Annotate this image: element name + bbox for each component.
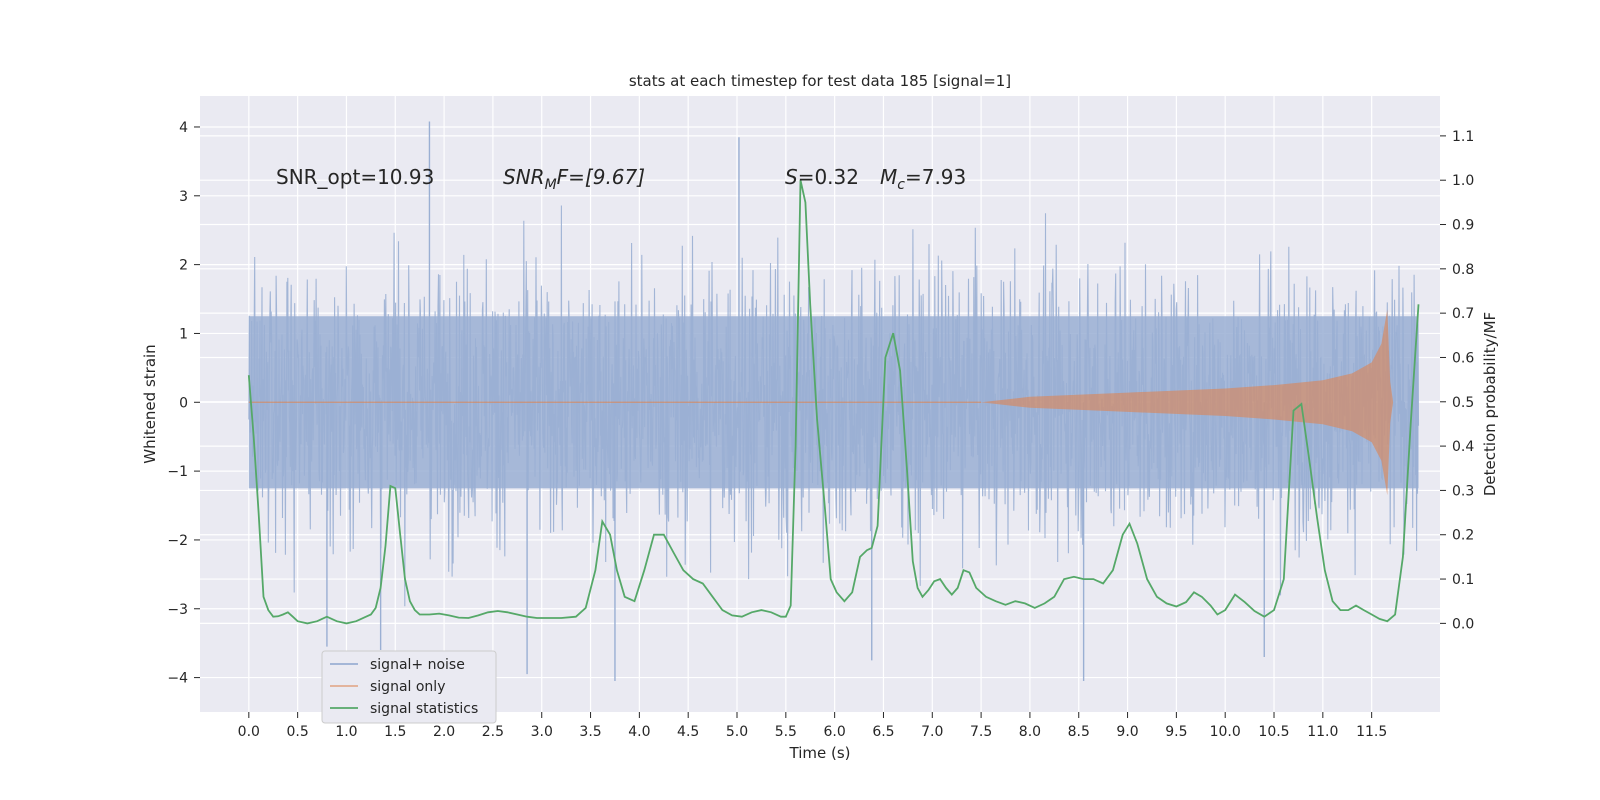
y-left-tick-label: −1: [167, 464, 188, 480]
y-axis-title-right: Detection probability/MF: [1481, 312, 1499, 496]
x-tick-label: 1.0: [335, 724, 357, 740]
x-tick-label: 6.0: [824, 724, 846, 740]
y-left-tick-label: −3: [167, 602, 188, 618]
y-right-tick-label: 0.6: [1452, 350, 1474, 366]
annotation-mc: Mc=7.93: [880, 165, 966, 193]
annotation-s: S=0.32: [785, 165, 859, 189]
y-right-tick-label: 0.1: [1452, 572, 1474, 588]
snr-mf-sub: M: [545, 177, 557, 193]
y-right-tick-label: 0.9: [1452, 218, 1474, 234]
statistics-series: [247, 180, 1420, 625]
statistics-line: [247, 180, 1420, 625]
x-tick-label: 8.0: [1019, 724, 1041, 740]
y-right-tick-label: 0.8: [1452, 262, 1474, 278]
y-right-tick-label: 0.5: [1452, 395, 1474, 411]
x-tick-label: 11.0: [1307, 724, 1338, 740]
x-tick-label: 6.5: [872, 724, 894, 740]
y-left-tick-label: 3: [179, 189, 188, 205]
legend-label-signal: signal only: [370, 679, 445, 695]
x-tick-label: 10.5: [1258, 724, 1289, 740]
x-tick-label: 9.5: [1165, 724, 1187, 740]
snr-mf-f: F=[9.67]: [557, 165, 645, 189]
x-tick-label: 5.5: [775, 724, 797, 740]
y-left-tick-label: −4: [167, 671, 188, 687]
y-right-tick-label: 0.0: [1452, 616, 1474, 632]
y-axis-title-left: Whitened strain: [141, 344, 159, 463]
x-tick-label: 10.0: [1210, 724, 1241, 740]
s-value: =0.32: [798, 165, 859, 189]
x-axis-title: Time (s): [789, 744, 851, 762]
x-tick-label: 3.5: [579, 724, 601, 740]
x-tick-label: 9.0: [1116, 724, 1138, 740]
legend-label-noise: signal+ noise: [370, 657, 465, 673]
x-tick-label: 11.5: [1356, 724, 1387, 740]
axes: 0.0 0.5 1.0 1.5 2.0 2.5 3.0 3.5 4.0 4.5 5.0 5.5 6.0 6…: [167, 120, 1474, 740]
mc-value: =7.93: [905, 165, 966, 189]
y-right-tick-label: 0.4: [1452, 439, 1474, 455]
y-left-tick-label: 4: [179, 120, 188, 136]
y-left-tick-label: 2: [179, 258, 188, 274]
y-right-tick-label: 1.1: [1452, 129, 1474, 145]
y-right-tick-label: 0.3: [1452, 483, 1474, 499]
legend-box: [321, 650, 497, 724]
y-right-tick-label: 0.7: [1452, 306, 1474, 322]
mc-sub: c: [897, 177, 905, 193]
chirp-envelope: [981, 309, 1394, 496]
x-tick-label: 0.0: [238, 724, 260, 740]
annotation-snr-opt: SNR_opt=10.93: [276, 165, 434, 189]
x-tick-label: 4.0: [628, 724, 650, 740]
x-tick-label: 2.0: [433, 724, 455, 740]
x-tick-label: 7.0: [921, 724, 943, 740]
s-label: S: [785, 165, 798, 189]
x-tick-label: 1.5: [384, 724, 406, 740]
legend-label-stats: signal statistics: [370, 701, 478, 717]
y-right-tick-label: 0.2: [1452, 528, 1474, 544]
y-left-tick-label: 0: [179, 395, 188, 411]
y-left-tick-label: 1: [179, 326, 188, 342]
x-tick-label: 3.0: [531, 724, 553, 740]
x-tick-label: 8.5: [1068, 724, 1090, 740]
chart-title: stats at each timestep for test data 185…: [629, 72, 1011, 90]
x-tick-label: 0.5: [287, 724, 309, 740]
x-tick-label: 7.5: [970, 724, 992, 740]
chirp-series: [248, 309, 1394, 496]
x-tick-label: 2.5: [482, 724, 504, 740]
mc-label: M: [880, 165, 897, 189]
snr-mf-label: SNR: [503, 165, 545, 189]
x-tick-label: 5.0: [726, 724, 748, 740]
annotation-snr-mf: SNRMF=[9.67]: [503, 165, 645, 193]
legend: signal+ noise signal only signal statist…: [321, 650, 497, 724]
x-tick-label: 4.5: [677, 724, 699, 740]
y-right-tick-label: 1.0: [1452, 173, 1474, 189]
y-left-tick-label: −2: [167, 533, 188, 549]
